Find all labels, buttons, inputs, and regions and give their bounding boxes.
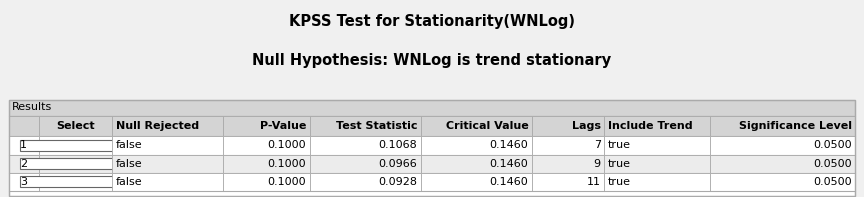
Text: true: true xyxy=(607,159,631,169)
Text: Null Hypothesis: WNLog is trend stationary: Null Hypothesis: WNLog is trend stationa… xyxy=(252,53,612,68)
Bar xyxy=(531,154,604,173)
Text: 0.1000: 0.1000 xyxy=(268,177,307,187)
Bar xyxy=(112,173,223,191)
Text: Critical Value: Critical Value xyxy=(446,121,529,131)
Bar xyxy=(421,136,531,154)
Bar xyxy=(531,136,604,154)
Bar xyxy=(309,115,421,136)
Bar xyxy=(309,173,421,191)
Bar xyxy=(39,136,112,154)
Bar xyxy=(9,115,39,136)
Bar xyxy=(9,191,855,196)
Text: P-Value: P-Value xyxy=(260,121,307,131)
Bar xyxy=(710,173,855,191)
Bar xyxy=(531,173,604,191)
Bar xyxy=(9,115,855,136)
Text: Test Statistic: Test Statistic xyxy=(336,121,417,131)
Text: 0.0966: 0.0966 xyxy=(378,159,417,169)
Text: 0.1460: 0.1460 xyxy=(490,140,529,150)
Text: 1: 1 xyxy=(20,140,27,150)
Bar xyxy=(21,158,130,169)
Text: false: false xyxy=(116,177,143,187)
Bar xyxy=(223,173,309,191)
Text: 0.0500: 0.0500 xyxy=(813,159,852,169)
Bar xyxy=(710,136,855,154)
Bar xyxy=(39,154,112,173)
Text: 0.1000: 0.1000 xyxy=(268,159,307,169)
Bar xyxy=(21,176,130,187)
Bar xyxy=(710,115,855,136)
Text: Results: Results xyxy=(12,102,53,112)
Bar xyxy=(710,154,855,173)
Text: 3: 3 xyxy=(20,177,27,187)
Text: KPSS Test for Stationarity(WNLog): KPSS Test for Stationarity(WNLog) xyxy=(289,14,575,29)
Bar xyxy=(421,154,531,173)
Bar xyxy=(9,100,855,115)
Bar xyxy=(112,154,223,173)
Bar xyxy=(421,173,531,191)
Text: 0.1000: 0.1000 xyxy=(268,140,307,150)
Text: Lags: Lags xyxy=(572,121,600,131)
Bar xyxy=(9,154,855,173)
Text: 2: 2 xyxy=(20,159,28,169)
Bar xyxy=(531,115,604,136)
Text: Select: Select xyxy=(56,121,95,131)
Bar xyxy=(604,173,710,191)
Text: false: false xyxy=(116,159,143,169)
Bar xyxy=(421,115,531,136)
Bar xyxy=(223,115,309,136)
Bar xyxy=(223,154,309,173)
Bar xyxy=(39,115,112,136)
Text: 0.1460: 0.1460 xyxy=(490,159,529,169)
Bar xyxy=(9,173,855,191)
Text: Significance Level: Significance Level xyxy=(739,121,852,131)
Text: false: false xyxy=(116,140,143,150)
Bar xyxy=(604,136,710,154)
Bar xyxy=(112,115,223,136)
Text: 0.0928: 0.0928 xyxy=(378,177,417,187)
Bar xyxy=(9,154,39,173)
Text: 0.1068: 0.1068 xyxy=(378,140,417,150)
Bar xyxy=(223,136,309,154)
Text: 0.0500: 0.0500 xyxy=(813,177,852,187)
Bar xyxy=(309,154,421,173)
Bar xyxy=(604,115,710,136)
Text: true: true xyxy=(607,177,631,187)
Bar xyxy=(9,173,39,191)
Text: 0.0500: 0.0500 xyxy=(813,140,852,150)
Text: true: true xyxy=(607,140,631,150)
Bar xyxy=(21,140,130,151)
Bar xyxy=(9,136,39,154)
Text: 7: 7 xyxy=(594,140,600,150)
Text: Null Rejected: Null Rejected xyxy=(116,121,199,131)
Text: 0.1460: 0.1460 xyxy=(490,177,529,187)
Text: 11: 11 xyxy=(587,177,600,187)
Bar xyxy=(39,173,112,191)
Bar xyxy=(604,154,710,173)
Bar xyxy=(309,136,421,154)
Text: Include Trend: Include Trend xyxy=(607,121,692,131)
Text: 9: 9 xyxy=(594,159,600,169)
Bar xyxy=(9,136,855,154)
Bar xyxy=(112,136,223,154)
